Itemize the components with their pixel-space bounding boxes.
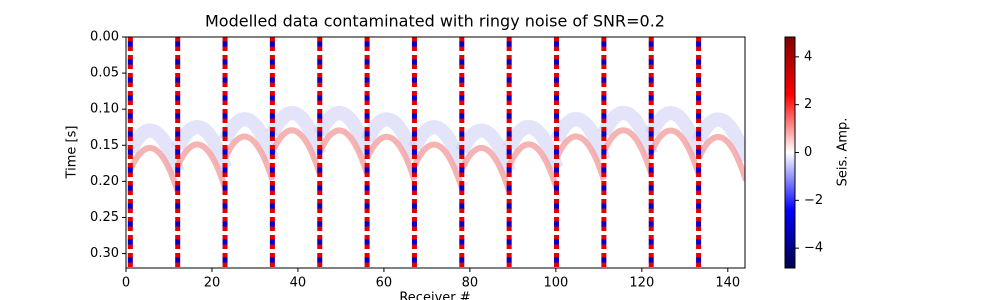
image-texture [692,112,745,163]
x-tick-label: 40 [290,276,307,291]
image-texture [218,112,280,163]
x-tick-label: 0 [122,276,130,291]
x-tick-label: 140 [715,276,740,291]
image-texture [550,112,611,163]
colorbar-label: Seis. Amp. [836,118,851,187]
image-texture [455,123,516,174]
image-texture [313,106,374,157]
y-tick-label: 0.00 [90,30,119,45]
image-texture [171,120,232,171]
colorbar-tick-label: −2 [804,193,823,208]
y-tick-label: 0.20 [90,174,119,189]
colorbar-tick-label: 0 [804,145,812,160]
image-texture [644,106,706,157]
image-texture [408,120,469,171]
image-texture [601,127,655,175]
y-tick-label: 0.30 [90,246,119,261]
image-texture [502,120,564,171]
x-tick-label: 80 [462,276,479,291]
image-texture [506,141,560,189]
colorbar-tick-label: −4 [804,241,823,256]
image [126,37,745,268]
image-texture [695,134,745,182]
x-tick-label: 100 [543,276,568,291]
plot-frame [125,36,746,269]
x-tick-label: 60 [376,276,393,291]
colorbar-tick-label: 4 [804,49,812,64]
image-texture [266,106,327,157]
image-texture [126,123,185,174]
y-axis-label: Time [s] [65,126,80,180]
image-texture [597,106,658,157]
image-texture [127,145,181,193]
x-tick-label: 20 [204,276,221,291]
image-texture [411,141,465,189]
image-texture [648,127,702,175]
y-tick-label: 0.10 [90,102,119,117]
image-texture [360,112,422,163]
image-texture [459,145,513,193]
x-tick-label: 120 [629,276,654,291]
y-tick-label: 0.05 [90,66,119,81]
chart-title: Modelled data contaminated with ringy no… [205,12,665,31]
x-axis-label: Receiver # [399,291,470,300]
image-texture [269,127,323,175]
colorbar-tick-label: 2 [804,97,812,112]
image-texture [222,133,276,181]
image-texture [553,133,607,181]
y-tick-label: 0.15 [90,138,119,153]
y-tick-label: 0.25 [90,210,119,225]
image-texture [364,133,418,182]
colorbar [784,36,796,269]
image-texture [317,127,370,175]
image-texture [174,141,228,189]
